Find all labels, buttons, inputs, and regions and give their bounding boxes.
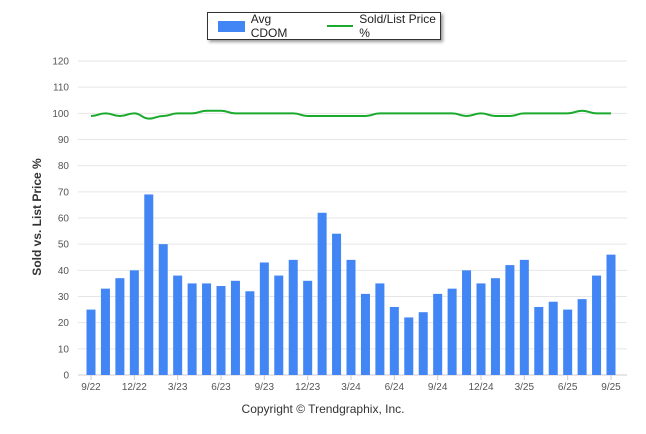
bar-avg-cdom [592, 275, 602, 375]
legend-swatch-avg-cdom [218, 20, 245, 32]
y-tick-label: 20 [58, 318, 70, 329]
y-tick-label: 0 [63, 371, 69, 382]
bar-avg-cdom [577, 299, 587, 375]
bar-avg-cdom [100, 288, 110, 375]
bar-avg-cdom [548, 301, 558, 375]
bar-avg-cdom [158, 244, 168, 375]
bar-avg-cdom [563, 309, 573, 375]
bar-avg-cdom [303, 280, 313, 375]
bar-avg-cdom [230, 280, 240, 375]
x-tick-label: 9/22 [81, 382, 101, 393]
bar-avg-cdom [216, 286, 226, 375]
bar-avg-cdom [433, 293, 443, 375]
bar-avg-cdom [245, 291, 255, 375]
y-tick-label: 100 [52, 109, 69, 120]
line-sold-list-price [90, 109, 611, 120]
x-tick-label: 9/24 [428, 382, 448, 393]
x-tick-label: 9/23 [255, 382, 275, 393]
y-tick-label: 10 [58, 344, 70, 355]
bar-avg-cdom [462, 270, 472, 375]
bar-avg-cdom [476, 283, 486, 375]
y-tick-label: 60 [58, 214, 70, 225]
bar-avg-cdom [505, 265, 515, 375]
y-tick-label: 70 [58, 187, 70, 198]
bar-avg-cdom [389, 306, 399, 375]
bar-avg-cdom [259, 262, 269, 375]
y-tick-label: 30 [58, 292, 70, 303]
bar-avg-cdom [317, 212, 327, 375]
bar-avg-cdom [519, 259, 529, 375]
legend: Avg CDOM Sold/List Price % [207, 12, 441, 40]
bar-avg-cdom [115, 278, 125, 375]
x-tick-label: 12/22 [122, 382, 147, 393]
y-tick-label: 120 [52, 57, 69, 68]
x-tick-label: 6/23 [211, 382, 231, 393]
bar-avg-cdom [360, 293, 370, 375]
x-tick-label: 3/25 [515, 382, 535, 393]
bar-avg-cdom [274, 275, 284, 375]
bar-avg-cdom [173, 275, 183, 375]
bar-avg-cdom [86, 309, 96, 375]
y-tick-label: 110 [53, 83, 69, 94]
bar-avg-cdom [346, 259, 356, 375]
bar-avg-cdom [490, 278, 500, 375]
bar-avg-cdom [144, 194, 154, 375]
x-tick-label: 6/24 [385, 382, 405, 393]
y-tick-label: 40 [58, 266, 70, 277]
bar-avg-cdom [288, 259, 298, 375]
bar-avg-cdom [404, 317, 414, 375]
bar-avg-cdom [534, 306, 544, 375]
y-tick-label: 50 [58, 240, 70, 251]
bar-avg-cdom [202, 283, 212, 375]
x-tick-label: 6/25 [558, 382, 578, 393]
x-tick-label: 3/23 [168, 382, 188, 393]
y-tick-label: 80 [58, 161, 70, 172]
bar-avg-cdom [332, 233, 342, 375]
x-tick-label: 9/25 [601, 382, 621, 393]
bar-avg-cdom [187, 283, 197, 375]
bar-avg-cdom [375, 283, 385, 375]
bar-avg-cdom [418, 312, 428, 375]
x-tick-label: 12/23 [295, 382, 320, 393]
bar-avg-cdom [447, 288, 457, 375]
x-tick-label: 3/24 [341, 382, 361, 393]
bar-avg-cdom [606, 254, 616, 375]
bar-avg-cdom [129, 270, 139, 375]
legend-swatch-sold-list [326, 25, 354, 27]
y-tick-label: 90 [58, 135, 70, 146]
x-tick-label: 12/24 [468, 382, 493, 393]
copyright-text: Copyright © Trendgraphix, Inc. [241, 402, 405, 416]
legend-label-sold-list: Sold/List Price % [359, 12, 436, 40]
legend-label-avg-cdom: Avg CDOM [250, 12, 288, 40]
